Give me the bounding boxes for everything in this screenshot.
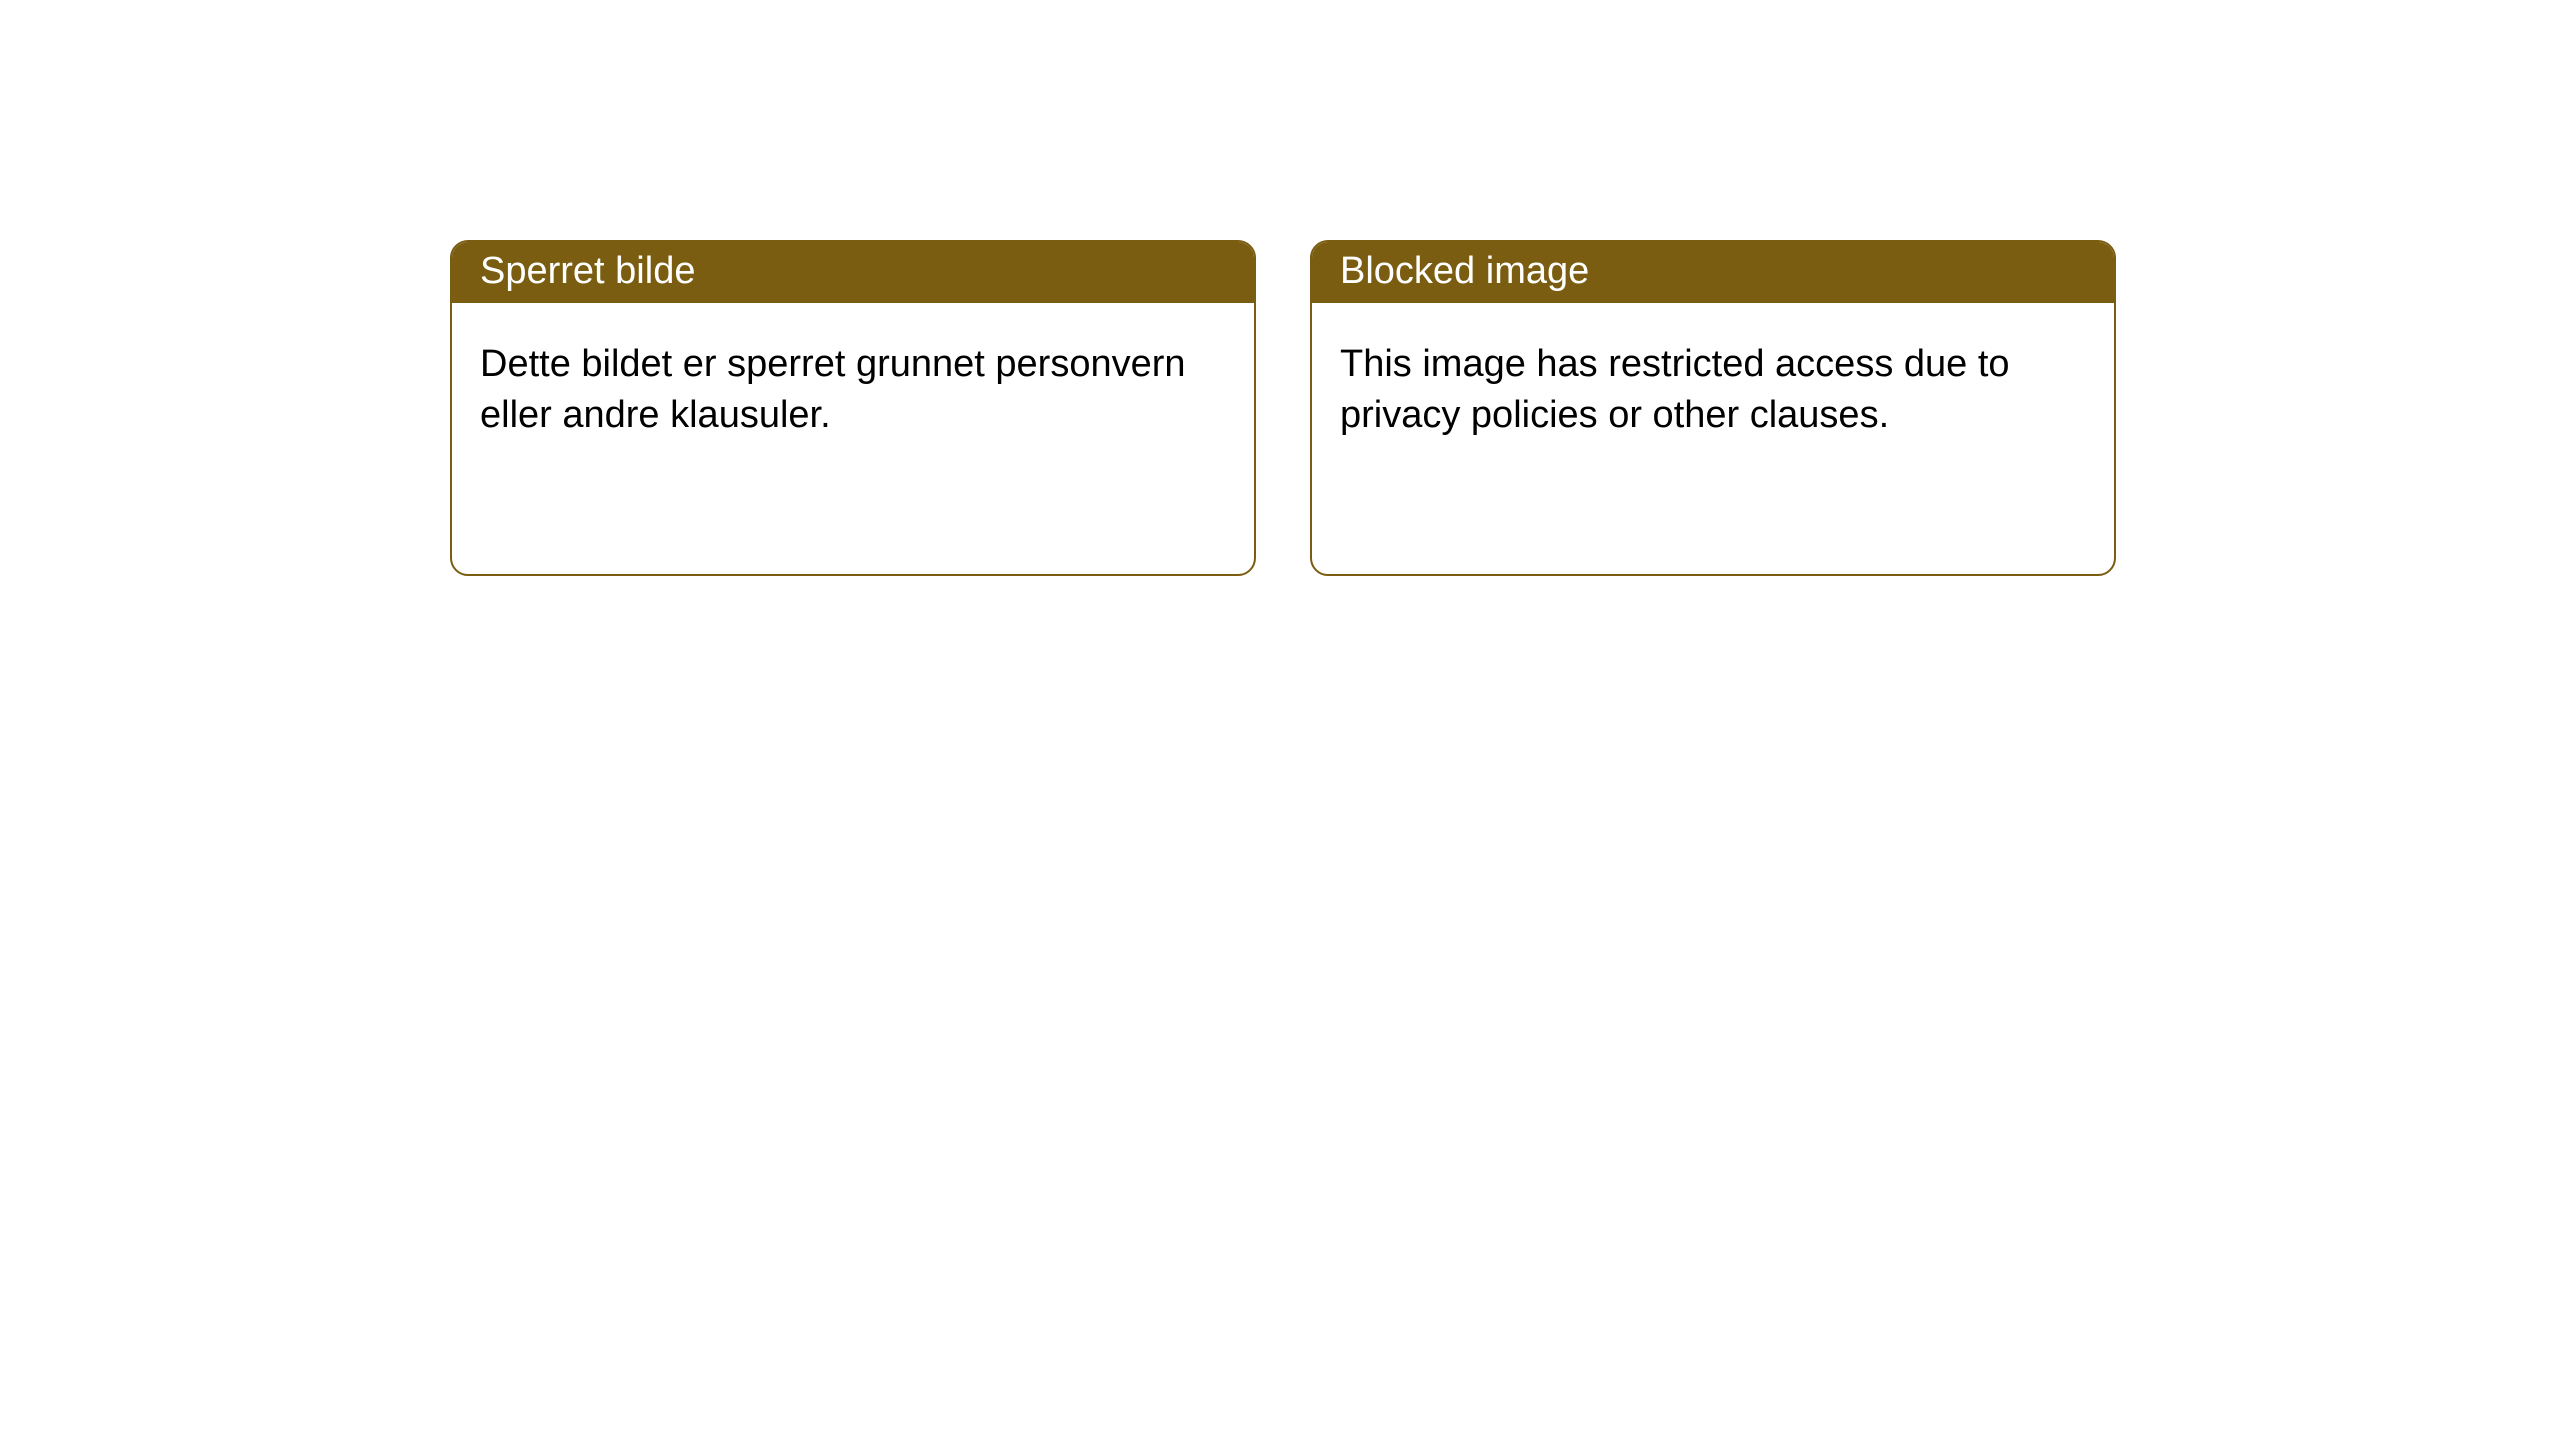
notice-body: This image has restricted access due to … xyxy=(1312,303,2114,478)
notice-header: Sperret bilde xyxy=(452,242,1254,303)
notice-message: Dette bildet er sperret grunnet personve… xyxy=(480,343,1186,436)
notice-header: Blocked image xyxy=(1312,242,2114,303)
notice-message: This image has restricted access due to … xyxy=(1340,343,2010,436)
notice-card-english: Blocked image This image has restricted … xyxy=(1310,240,2116,576)
notice-body: Dette bildet er sperret grunnet personve… xyxy=(452,303,1254,478)
notice-title: Sperret bilde xyxy=(480,250,695,292)
notice-container: Sperret bilde Dette bildet er sperret gr… xyxy=(0,0,2560,576)
notice-title: Blocked image xyxy=(1340,250,1589,292)
notice-card-norwegian: Sperret bilde Dette bildet er sperret gr… xyxy=(450,240,1256,576)
